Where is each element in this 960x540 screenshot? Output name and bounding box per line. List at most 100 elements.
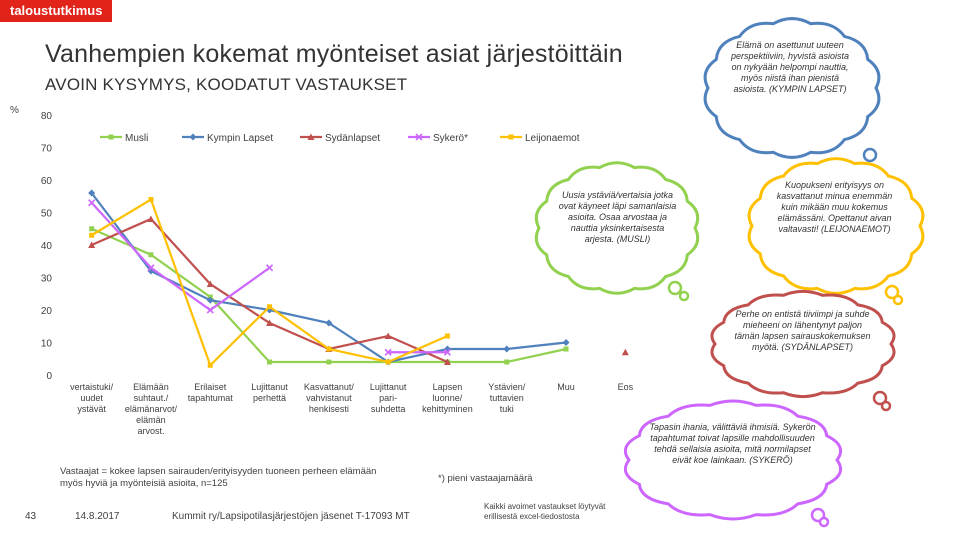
cloud-tail-0: [884, 284, 900, 300]
legend-item-1: Kympin Lapset: [182, 133, 273, 144]
data-point: [503, 345, 511, 353]
data-point: [148, 197, 154, 202]
data-point: [621, 348, 629, 356]
data-point: [326, 359, 332, 365]
quote-sydanlapset: Perhe on entistä tiiviimpi ja suhde mieh…: [734, 309, 871, 352]
quote-bubble-3: [710, 289, 896, 412]
data-point: [444, 333, 450, 339]
data-point: [265, 264, 274, 272]
x-tick-label: Muu: [557, 382, 575, 392]
legend-label: Sydänlapset: [325, 133, 380, 144]
cloud-tail-0: [872, 390, 888, 406]
x-tick-label: Kasvattanut/vahvistanut henkisesti: [304, 382, 355, 414]
data-point: [504, 359, 510, 365]
page-number: 43: [25, 511, 37, 522]
data-point: [206, 296, 214, 304]
x-tick-label: Lujittanut perhettä: [251, 382, 288, 403]
y-axis-label: %: [10, 105, 19, 116]
data-point: [385, 359, 391, 365]
cloud-shape: [703, 17, 881, 159]
data-point: [443, 348, 452, 356]
cloud-tail-1: [880, 400, 892, 412]
data-point: [89, 226, 95, 232]
footer-date: 14.8.2017: [75, 511, 120, 522]
data-point: [207, 362, 213, 368]
x-tick-label: Lapsen luonne/kehittyminen: [422, 382, 473, 414]
data-point: [562, 339, 570, 346]
data-point: [267, 359, 273, 365]
data-point: [508, 134, 514, 140]
data-point: [563, 346, 569, 352]
x-tick-label: vertaistuki/uudet ystävät: [70, 382, 114, 414]
x-tick-label: Erilaiset tapahtumat: [188, 382, 234, 403]
y-tick-label: 0: [46, 371, 52, 382]
data-point: [148, 252, 154, 258]
series-line: [90, 202, 271, 312]
y-tick-label: 60: [41, 176, 53, 187]
data-point: [88, 189, 96, 197]
cloud-tail-1: [892, 294, 904, 306]
data-point: [206, 280, 214, 287]
data-point: [88, 199, 96, 207]
data-point: [206, 306, 214, 314]
series-1: [88, 189, 570, 366]
page-subtitle: AVOIN KYSYMYS, KOODATUT VASTAUKSET: [45, 75, 408, 94]
legend-item-4: Leijonaemot: [500, 133, 580, 144]
data-point: [108, 134, 114, 140]
cloud-tail-0: [862, 147, 878, 163]
series-line: [91, 227, 567, 364]
data-point: [266, 319, 274, 326]
series-line: [91, 217, 448, 364]
brand-logo: taloustutkimus: [0, 0, 113, 22]
x-tick-label: Lujittanut pari-suhdetta: [370, 382, 407, 414]
data-point: [384, 332, 392, 339]
y-tick-label: 20: [41, 306, 53, 317]
quote-bubble-1: [534, 161, 700, 302]
cloud-tail-1: [818, 516, 830, 528]
data-point: [88, 241, 96, 248]
data-point: [307, 133, 315, 140]
base-note: Vastaajat = kokee lapsen sairauden/erity…: [60, 466, 377, 489]
legend-item-2: Sydänlapset: [300, 133, 380, 144]
cloud-tail-0: [667, 280, 683, 296]
legend-label: Kympin Lapset: [207, 133, 273, 144]
series-0: [89, 226, 569, 365]
quote-musli: Uusia ystäviä/vertaisia jotka ovat käyne…: [558, 190, 677, 244]
series-3: [88, 199, 452, 356]
quote-leijonaemot: Kuopukseni erityisyys on kasvattanut min…: [776, 180, 893, 234]
data-point: [443, 358, 451, 365]
quote-sykero: Tapasin ihania, välittäviä ihmisiä. Syke…: [649, 422, 816, 465]
quote-kympin-lapset: Elämä on asettunut uuteen perspektiiviin…: [730, 40, 850, 94]
x-tick-label: Ystävien/tuttavien tuki: [488, 382, 526, 414]
y-tick-label: 30: [41, 274, 53, 285]
data-point: [189, 133, 197, 141]
legend-item-0: Musli: [100, 133, 148, 144]
data-point: [384, 348, 392, 356]
y-tick-label: 70: [41, 144, 53, 155]
y-tick-label: 40: [41, 241, 53, 252]
y-tick-label: 10: [41, 339, 53, 350]
quote-bubble-0: [703, 17, 881, 174]
data-point: [415, 133, 423, 141]
cloud-tail-1: [678, 290, 690, 302]
cloud-shape: [710, 289, 896, 399]
small-base-note: *) pieni vastaajamäärä: [438, 473, 533, 484]
series-line: [91, 197, 448, 368]
data-point: [147, 215, 155, 222]
data-point: [267, 304, 273, 310]
data-point: [326, 346, 332, 352]
cloud-shape: [747, 157, 925, 295]
series-4: [89, 197, 450, 368]
data-point: [325, 319, 333, 327]
page-title: Vanhempien kokemat myönteiset asiat järj…: [45, 40, 623, 68]
legend-label: Leijonaemot: [525, 133, 580, 144]
quote-bubble-2: [747, 157, 925, 306]
x-tick-label: Eos: [618, 382, 634, 392]
cloud-shape: [534, 161, 700, 295]
data-point: [147, 264, 155, 272]
quote-bubble-4: [623, 399, 843, 528]
footer-source: Kummit ry/Lapsipotilasjärjestöjen jäsene…: [172, 511, 410, 522]
legend-label: Sykerö*: [433, 133, 468, 144]
y-tick-label: 50: [41, 209, 53, 220]
